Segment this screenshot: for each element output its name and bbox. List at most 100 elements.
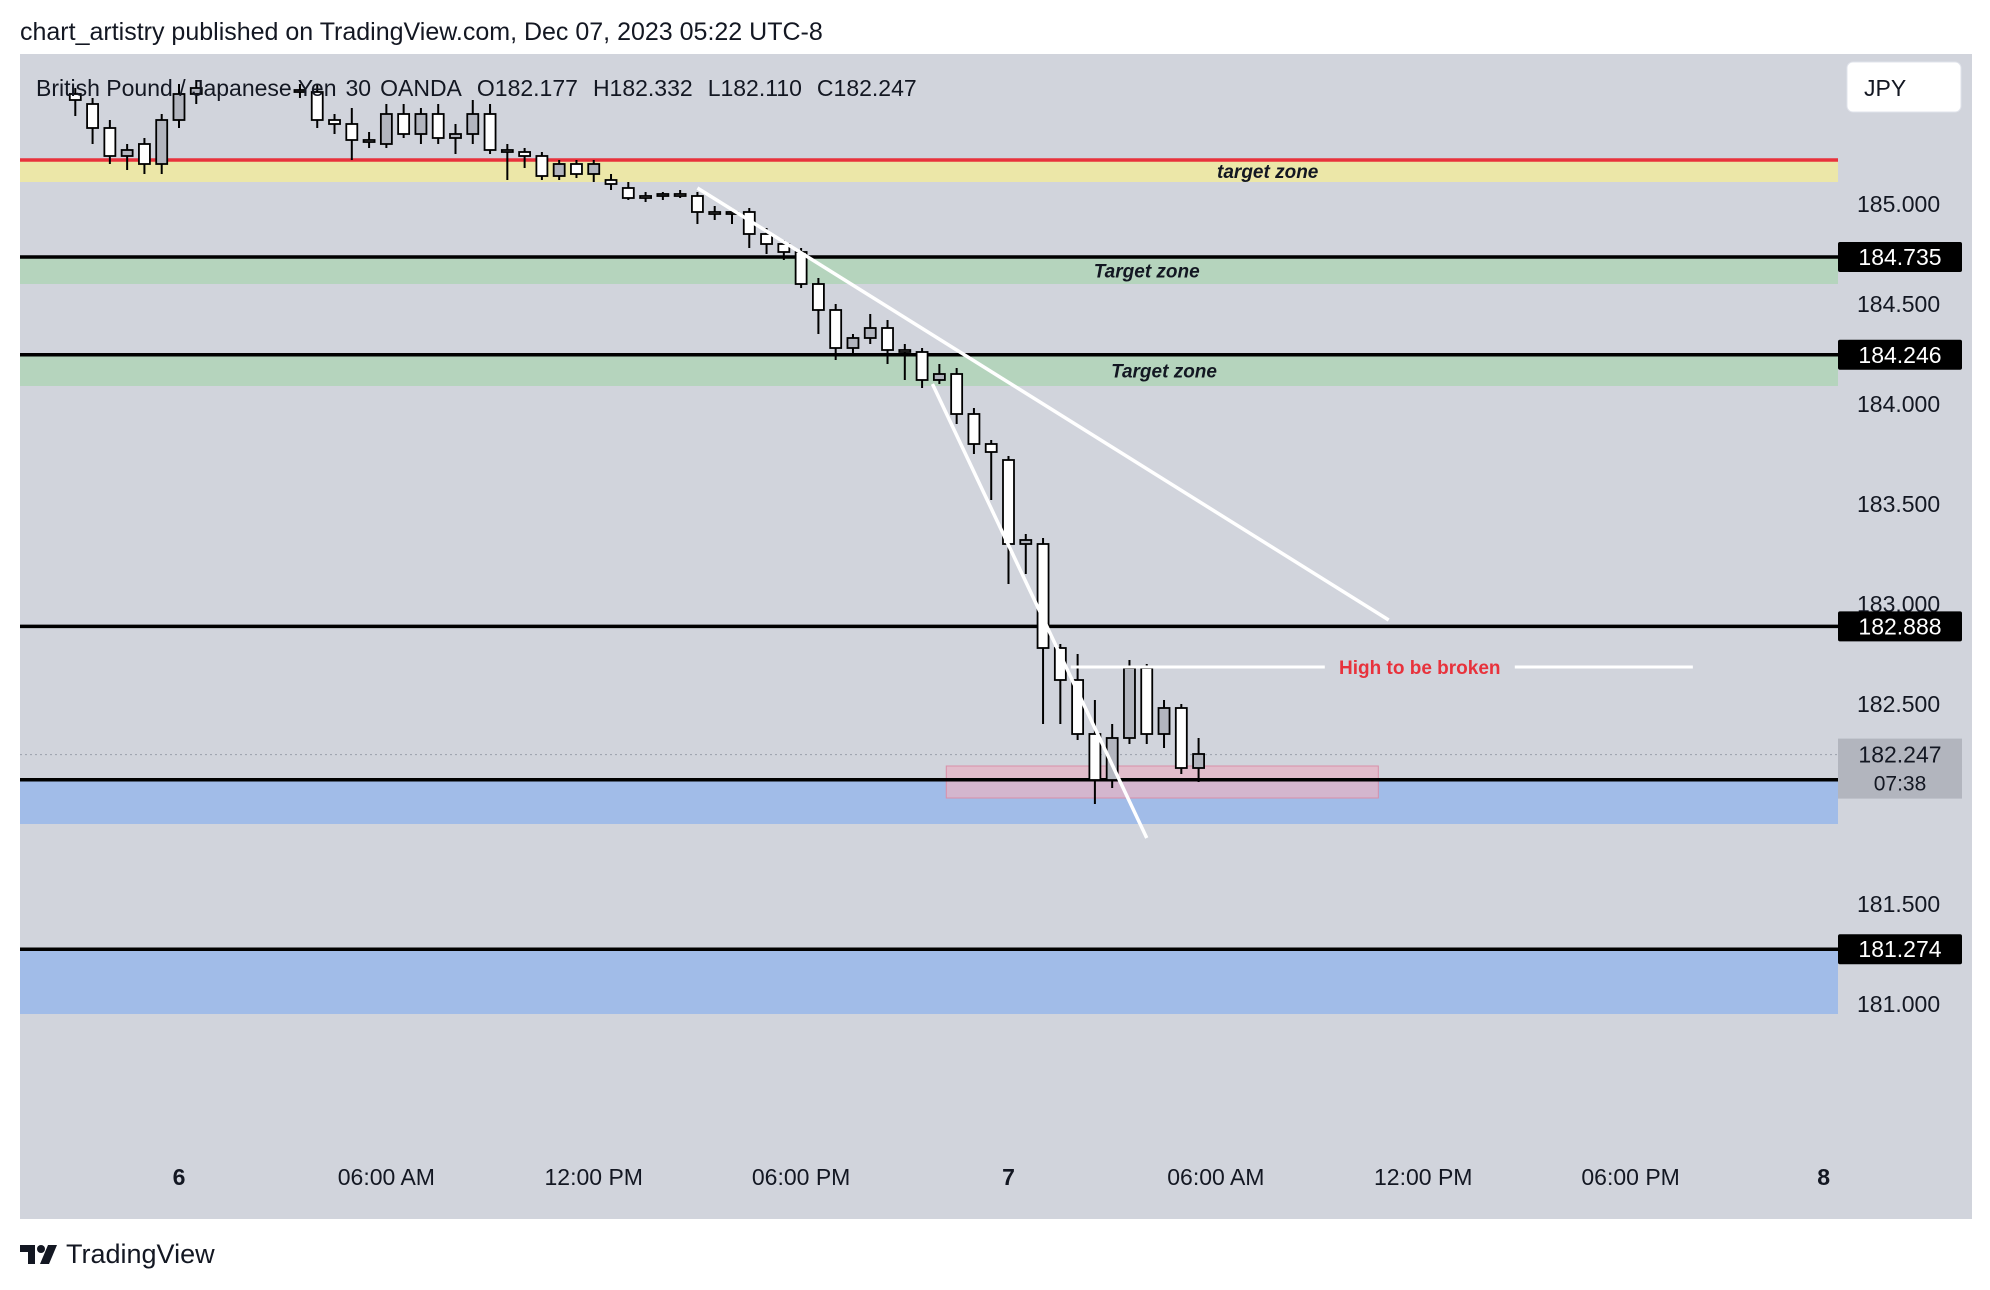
symbol-info-low: L182.110 (708, 75, 802, 101)
candle-body (1036, 543, 1050, 649)
candle (293, 84, 307, 98)
candle (708, 206, 722, 220)
zone-band (20, 160, 1838, 182)
candle-body (293, 89, 307, 93)
zone-band (20, 354, 1838, 386)
annotation-label: High to be broken (1339, 658, 1501, 679)
candle (863, 314, 877, 344)
price-label-box (1838, 934, 1962, 965)
candle (1088, 700, 1102, 804)
candle-body (1088, 733, 1102, 781)
symbol-info-interval: 30 (346, 75, 372, 101)
candle (1019, 534, 1033, 574)
plot-area[interactable]: target zone Target zone Target zone High to… (20, 54, 1838, 1219)
price-chart[interactable]: target zone Target zone Target zone High to… (20, 54, 1972, 1219)
candle (120, 144, 134, 170)
time-tick-label: 7 (1002, 1164, 1015, 1190)
time-tick-label: 06:00 PM (1581, 1164, 1679, 1190)
candle (691, 192, 704, 224)
symbol-info-close: C182.247 (817, 75, 917, 101)
price-tick-label: 184.000 (1857, 391, 1940, 417)
currency-button-box[interactable] (1846, 61, 1962, 113)
candle-body (898, 349, 912, 353)
time-tick-label: 6 (173, 1164, 186, 1190)
candle (86, 98, 99, 144)
candle (138, 138, 151, 174)
candle (500, 144, 514, 180)
candle-body (863, 327, 877, 339)
time-axis[interactable]: 6 06:00 AM 12:00 PM 06:00 PM 7 06:00 AM 12:00 … (173, 1164, 1831, 1190)
candle (1105, 724, 1119, 788)
candle-body (760, 233, 773, 245)
symbol-info[interactable]: British Pound / Japanese Yen 30 OANDA O182.… (36, 75, 917, 101)
candle (483, 104, 497, 154)
tradingview-logo-icon (20, 1245, 57, 1264)
price-tick-label: 181.000 (1857, 991, 1940, 1017)
price-axis[interactable]: 185.000184.500184.000183.500183.000182.5… (1838, 54, 1972, 1219)
candle-countdown: 07:38 (1874, 773, 1927, 796)
zone-band (20, 257, 1838, 284)
candle (604, 174, 618, 190)
candle-body (811, 283, 825, 311)
candle (379, 104, 393, 148)
currency-button[interactable]: JPY (1846, 61, 1962, 113)
candle (431, 104, 445, 144)
candle-body (103, 127, 117, 157)
candle (673, 190, 687, 198)
tradingview-brand-label: TradingView (66, 1238, 215, 1269)
trendline[interactable] (930, 383, 1149, 839)
candle-body (639, 195, 652, 199)
candle (155, 114, 169, 174)
candle (466, 100, 480, 144)
candle-body (1019, 539, 1033, 545)
candle (811, 278, 825, 334)
candle (570, 160, 583, 178)
candle (984, 440, 998, 500)
candle (328, 114, 341, 134)
price-label: 184.246 (1858, 342, 1941, 368)
plot-background (20, 54, 1838, 1219)
candle (621, 182, 635, 200)
candle-body (587, 163, 601, 175)
last-price-box (1838, 738, 1962, 799)
candle-body (172, 93, 186, 121)
time-tick-label: 06:00 PM (752, 1164, 850, 1190)
candle (898, 344, 912, 380)
price-label: 184.735 (1858, 244, 1941, 270)
candle (1174, 704, 1188, 774)
candle (1157, 700, 1171, 748)
candle-body (466, 113, 480, 135)
candle-body (552, 163, 566, 177)
candle (656, 192, 670, 200)
candle (1140, 664, 1154, 744)
candle-body (431, 113, 445, 139)
candle-body (708, 211, 722, 215)
candle (1036, 538, 1050, 724)
trendline[interactable] (696, 186, 1390, 622)
candle-body (967, 413, 981, 445)
candle-body (1192, 753, 1205, 769)
candle-body (310, 91, 324, 121)
price-label-box (1838, 339, 1962, 370)
candle-body (1174, 707, 1188, 769)
candle (846, 334, 860, 354)
candle-body (570, 163, 583, 175)
candle-body (950, 373, 964, 415)
candle-body (328, 119, 341, 125)
time-tick-label: 12:00 PM (545, 1164, 643, 1190)
candle (535, 152, 549, 180)
candle-body (1105, 737, 1119, 781)
footer-brand[interactable]: TradingView (20, 1236, 215, 1272)
price-label: 181.274 (1858, 936, 1941, 962)
candle-body (604, 179, 618, 185)
candle-body (881, 327, 894, 351)
time-tick-label: 06:00 AM (1167, 1164, 1264, 1190)
symbol-info-high: H182.332 (593, 75, 693, 101)
candle-body (846, 337, 860, 349)
candle-body (86, 103, 99, 129)
candle (172, 84, 186, 128)
candle (950, 368, 964, 424)
price-tick-label: 181.500 (1857, 891, 1940, 917)
candle (414, 108, 428, 144)
chart-frame[interactable]: target zone Target zone Target zone High to… (20, 54, 1972, 1219)
